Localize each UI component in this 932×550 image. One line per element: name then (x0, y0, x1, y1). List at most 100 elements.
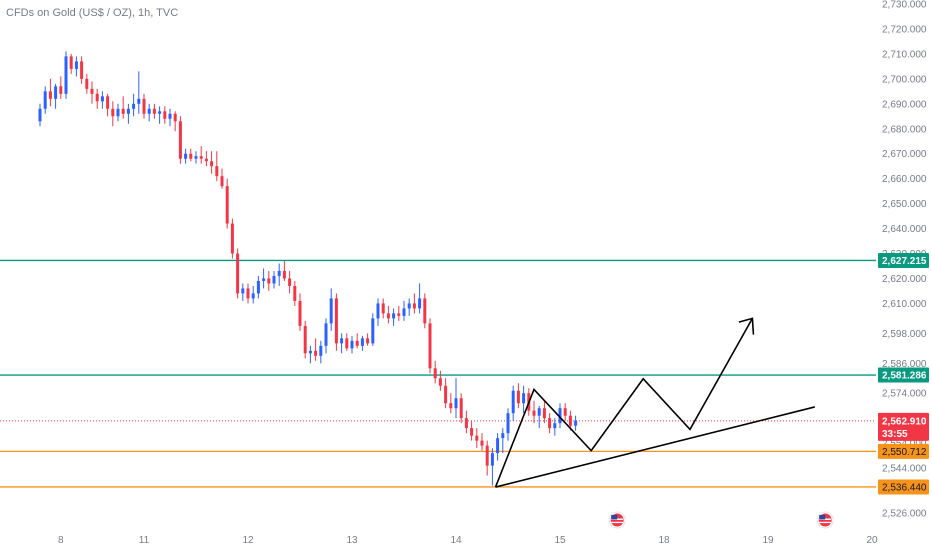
candle-body (267, 278, 271, 284)
candle-75 (428, 318, 432, 374)
candle-8 (80, 56, 84, 84)
zigzag-projection[interactable] (494, 317, 754, 488)
candle-85 (480, 433, 484, 451)
candle-body (355, 340, 359, 346)
candle-26 (173, 111, 177, 132)
time-tick-label: 8 (58, 535, 64, 546)
candle-71 (407, 298, 411, 316)
trendline[interactable] (495, 406, 815, 488)
candle-44 (267, 270, 271, 291)
candle-93 (522, 385, 526, 414)
candle-95 (532, 400, 536, 424)
candle-body (64, 56, 68, 94)
price-tick-label: 2,586.000 (882, 359, 927, 370)
candle-body (386, 313, 390, 319)
candle-body (329, 298, 333, 324)
candle-34 (215, 151, 219, 182)
price-tags: 2,627.215 2,581.286 2,550.712 2,536.440 2,56… (878, 252, 929, 495)
candle-47 (282, 260, 286, 281)
us-flag-icon[interactable] (608, 511, 626, 529)
candle-body (397, 313, 401, 316)
candle-84 (475, 428, 479, 449)
candle-body (126, 108, 130, 114)
candle-body (95, 93, 99, 102)
candle-body (158, 111, 162, 114)
candle-body (366, 338, 370, 344)
time-tick-label: 11 (139, 535, 150, 546)
candle-body (251, 293, 255, 299)
candle-24 (163, 106, 167, 124)
candle-body (199, 156, 203, 159)
candle-body (324, 323, 328, 346)
candle-body (537, 408, 541, 416)
candle-62 (360, 335, 364, 351)
current-price-tag: 2,562.910 33:55 (878, 412, 929, 441)
candle-23 (158, 106, 162, 124)
candle-body (106, 96, 110, 109)
candle-body (152, 108, 156, 114)
candle-58 (340, 333, 344, 354)
candle-body (262, 278, 266, 281)
candle-body (194, 156, 198, 159)
candle-body (85, 78, 89, 89)
candle-10 (90, 81, 94, 104)
price-tick-label: 2,710.000 (882, 49, 927, 60)
candle-70 (402, 300, 406, 321)
candle-body (381, 303, 385, 314)
candle-20 (142, 93, 146, 119)
time-axis[interactable]: 8 11 12 13 14 15 18 19 20 (58, 535, 878, 546)
candle-body (282, 270, 286, 279)
candle-body (345, 338, 349, 349)
candle-body (38, 108, 42, 122)
candle-64 (371, 313, 375, 346)
candle-87 (490, 448, 494, 486)
candle-body (225, 186, 229, 224)
candle-12 (100, 91, 104, 109)
candle-66 (381, 298, 385, 319)
time-tick-label: 15 (554, 535, 566, 546)
candle-body (54, 86, 58, 99)
candle-41 (251, 285, 255, 304)
price-tick-label: 2,620.000 (882, 274, 927, 285)
candle-body (230, 223, 234, 254)
candle-body (438, 378, 442, 386)
candle-body (574, 420, 578, 426)
candle-body (314, 350, 318, 356)
candle-body (350, 340, 354, 349)
candle-body (428, 323, 432, 369)
candle-body (303, 325, 307, 354)
price-tick-label: 2,690.000 (882, 99, 927, 110)
candle-38 (236, 248, 240, 299)
us-flag-icon[interactable] (816, 511, 834, 529)
arrowhead[interactable] (738, 317, 755, 335)
candle-4 (59, 76, 63, 99)
candle-50 (298, 293, 302, 331)
candle-body (298, 300, 302, 326)
candle-31 (199, 146, 203, 164)
candle-body (392, 313, 396, 319)
price-tick-label: 2,720.000 (882, 24, 927, 35)
event-markers (608, 511, 834, 529)
level-price-tag-1: 2,581.286 (878, 367, 929, 383)
candle-body (511, 390, 515, 414)
level-price-tag-text: 2,581.286 (882, 371, 927, 382)
candle-body (215, 166, 219, 177)
drawings (494, 317, 815, 488)
candle-body (485, 445, 489, 466)
candle-60 (350, 335, 354, 354)
candle-body (293, 285, 297, 301)
candle-99 (553, 418, 557, 436)
candle-90 (506, 408, 510, 441)
candle-body (308, 350, 312, 354)
candle-56 (329, 288, 333, 331)
candle-67 (386, 305, 390, 324)
candle-body (553, 423, 557, 429)
candle-body (532, 410, 536, 416)
time-tick-label: 18 (658, 535, 670, 546)
candle-92 (516, 383, 520, 409)
candle-57 (334, 293, 338, 351)
candle-body (490, 453, 494, 466)
candle-52 (308, 345, 312, 364)
candle-body (288, 278, 292, 286)
